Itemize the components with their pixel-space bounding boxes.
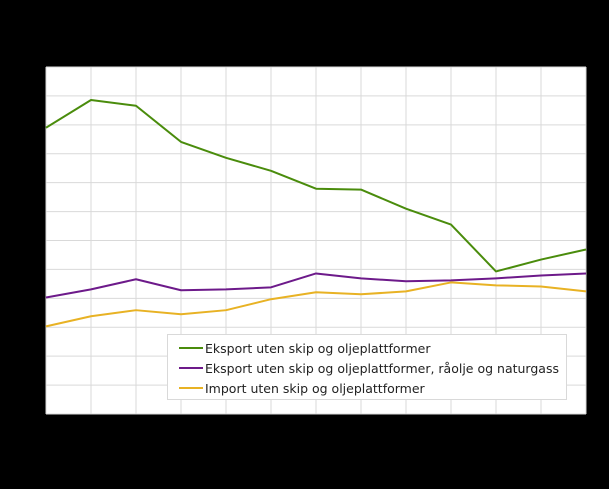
legend-label: Eksport uten skip og oljeplattformer [205, 340, 431, 356]
legend-item-eksport: Eksport uten skip og oljeplattformer [179, 338, 566, 358]
legend-label: Eksport uten skip og oljeplattformer, rå… [205, 360, 559, 376]
legend-swatch-green [179, 347, 203, 349]
legend-item-import: Import uten skip og oljeplattformer [179, 378, 566, 398]
legend-label: Import uten skip og oljeplattformer [205, 380, 425, 396]
legend-item-eksport-uten-olje: Eksport uten skip og oljeplattformer, rå… [179, 358, 566, 378]
legend: Eksport uten skip og oljeplattformer Eks… [167, 334, 567, 400]
series-lines [45, 98, 587, 328]
series-line-1 [45, 272, 587, 299]
legend-swatch-purple [179, 367, 203, 369]
legend-swatch-yellow [179, 387, 203, 389]
series-line-0 [45, 98, 587, 273]
series-line-2 [45, 281, 587, 328]
